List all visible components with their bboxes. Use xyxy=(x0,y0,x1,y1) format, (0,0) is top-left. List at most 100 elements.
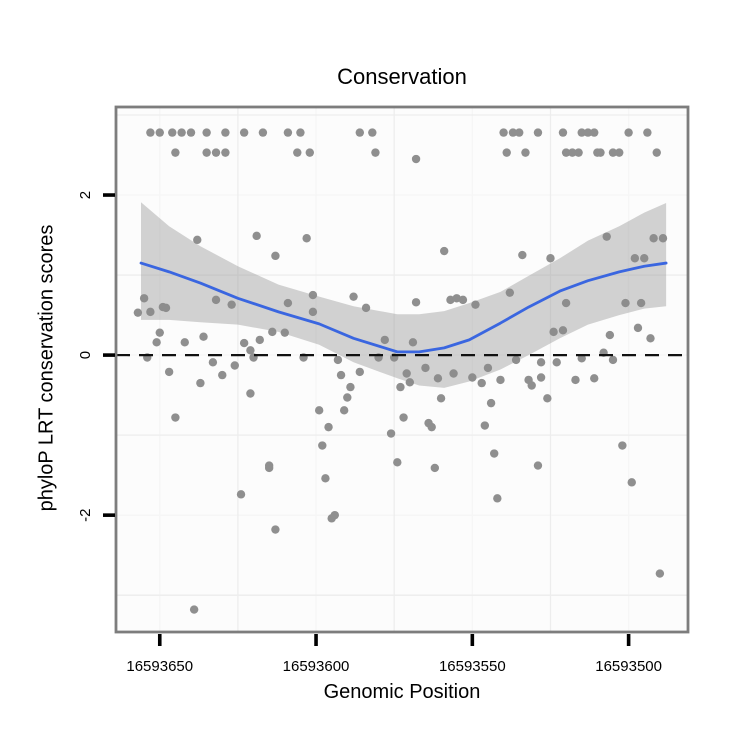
data-point xyxy=(624,128,633,137)
data-point xyxy=(393,458,402,467)
data-point xyxy=(480,421,490,430)
data-point xyxy=(271,251,280,261)
data-point xyxy=(349,292,358,301)
data-point xyxy=(543,394,552,403)
y-tick-label: 0 xyxy=(77,351,94,359)
y-tick-label: -2 xyxy=(77,508,94,521)
data-point xyxy=(164,367,174,377)
data-point xyxy=(386,429,396,438)
data-point xyxy=(536,358,546,367)
data-point xyxy=(602,232,611,241)
data-point xyxy=(477,378,486,388)
data-point xyxy=(633,323,643,333)
data-point xyxy=(218,370,227,380)
data-point xyxy=(402,369,411,378)
data-point xyxy=(546,254,555,263)
data-point xyxy=(483,363,493,373)
data-point xyxy=(405,378,415,387)
data-point xyxy=(649,234,658,243)
data-point xyxy=(227,300,236,309)
data-point xyxy=(346,382,355,392)
data-point xyxy=(239,338,249,348)
data-point xyxy=(258,128,268,137)
data-point xyxy=(608,355,618,365)
data-point xyxy=(490,449,499,458)
data-point xyxy=(239,128,249,137)
chart-title: Conservation xyxy=(337,64,467,89)
data-point xyxy=(333,355,343,365)
data-point xyxy=(139,294,149,303)
data-point xyxy=(221,148,230,157)
data-point xyxy=(427,422,436,432)
data-point xyxy=(318,441,327,450)
data-point xyxy=(439,246,449,256)
data-point xyxy=(574,148,583,157)
data-point xyxy=(408,338,418,347)
data-point xyxy=(271,525,280,534)
data-point xyxy=(264,463,274,473)
data-point xyxy=(652,148,661,157)
data-point xyxy=(339,406,349,415)
data-point xyxy=(283,298,293,308)
data-point xyxy=(302,234,311,243)
data-point xyxy=(236,490,246,499)
data-point xyxy=(411,154,421,164)
data-point xyxy=(324,422,333,432)
x-tick-label: 16593600 xyxy=(283,658,350,675)
data-point xyxy=(640,254,649,263)
data-point xyxy=(505,288,515,297)
x-tick-label: 16593500 xyxy=(595,658,662,675)
data-point xyxy=(368,128,377,137)
data-point xyxy=(458,295,468,305)
x-tick-label: 16593650 xyxy=(126,658,193,675)
data-point xyxy=(283,128,293,137)
data-point xyxy=(296,128,305,137)
data-point xyxy=(199,332,208,341)
data-point xyxy=(568,148,577,157)
data-point xyxy=(411,298,421,307)
loess-line xyxy=(139,261,668,354)
data-point xyxy=(502,148,511,157)
data-point xyxy=(430,463,440,473)
data-point xyxy=(171,148,180,157)
data-point xyxy=(161,303,171,313)
y-axis-title: phyloP LRT conservation scores xyxy=(35,224,58,512)
data-point xyxy=(630,254,640,263)
data-point xyxy=(571,375,580,385)
data-point xyxy=(221,128,230,137)
data-point xyxy=(549,327,558,337)
data-point xyxy=(449,369,458,378)
data-point xyxy=(533,128,543,137)
data-point xyxy=(246,389,255,398)
data-point xyxy=(268,327,277,337)
data-point xyxy=(518,250,527,260)
data-point xyxy=(577,354,586,363)
data-point xyxy=(421,363,430,373)
data-point xyxy=(577,128,586,137)
data-point xyxy=(208,358,218,367)
data-point xyxy=(293,148,302,157)
data-point xyxy=(433,374,443,383)
data-point xyxy=(280,328,289,337)
data-point xyxy=(155,128,164,137)
data-point xyxy=(511,355,521,365)
data-point xyxy=(186,128,196,137)
data-point xyxy=(521,148,530,157)
data-point xyxy=(211,295,221,305)
confidence-band xyxy=(141,202,667,388)
x-tick-label: 16593550 xyxy=(439,658,506,675)
data-point xyxy=(605,330,615,340)
data-point xyxy=(590,374,599,383)
data-point xyxy=(168,128,177,137)
data-point xyxy=(558,326,568,335)
data-point xyxy=(246,346,255,355)
data-point xyxy=(627,478,636,487)
data-point xyxy=(646,334,655,343)
data-point xyxy=(155,328,164,337)
data-point xyxy=(590,128,599,137)
data-point xyxy=(336,370,346,380)
data-point xyxy=(655,569,665,578)
data-point xyxy=(133,308,143,317)
data-point xyxy=(330,510,339,520)
